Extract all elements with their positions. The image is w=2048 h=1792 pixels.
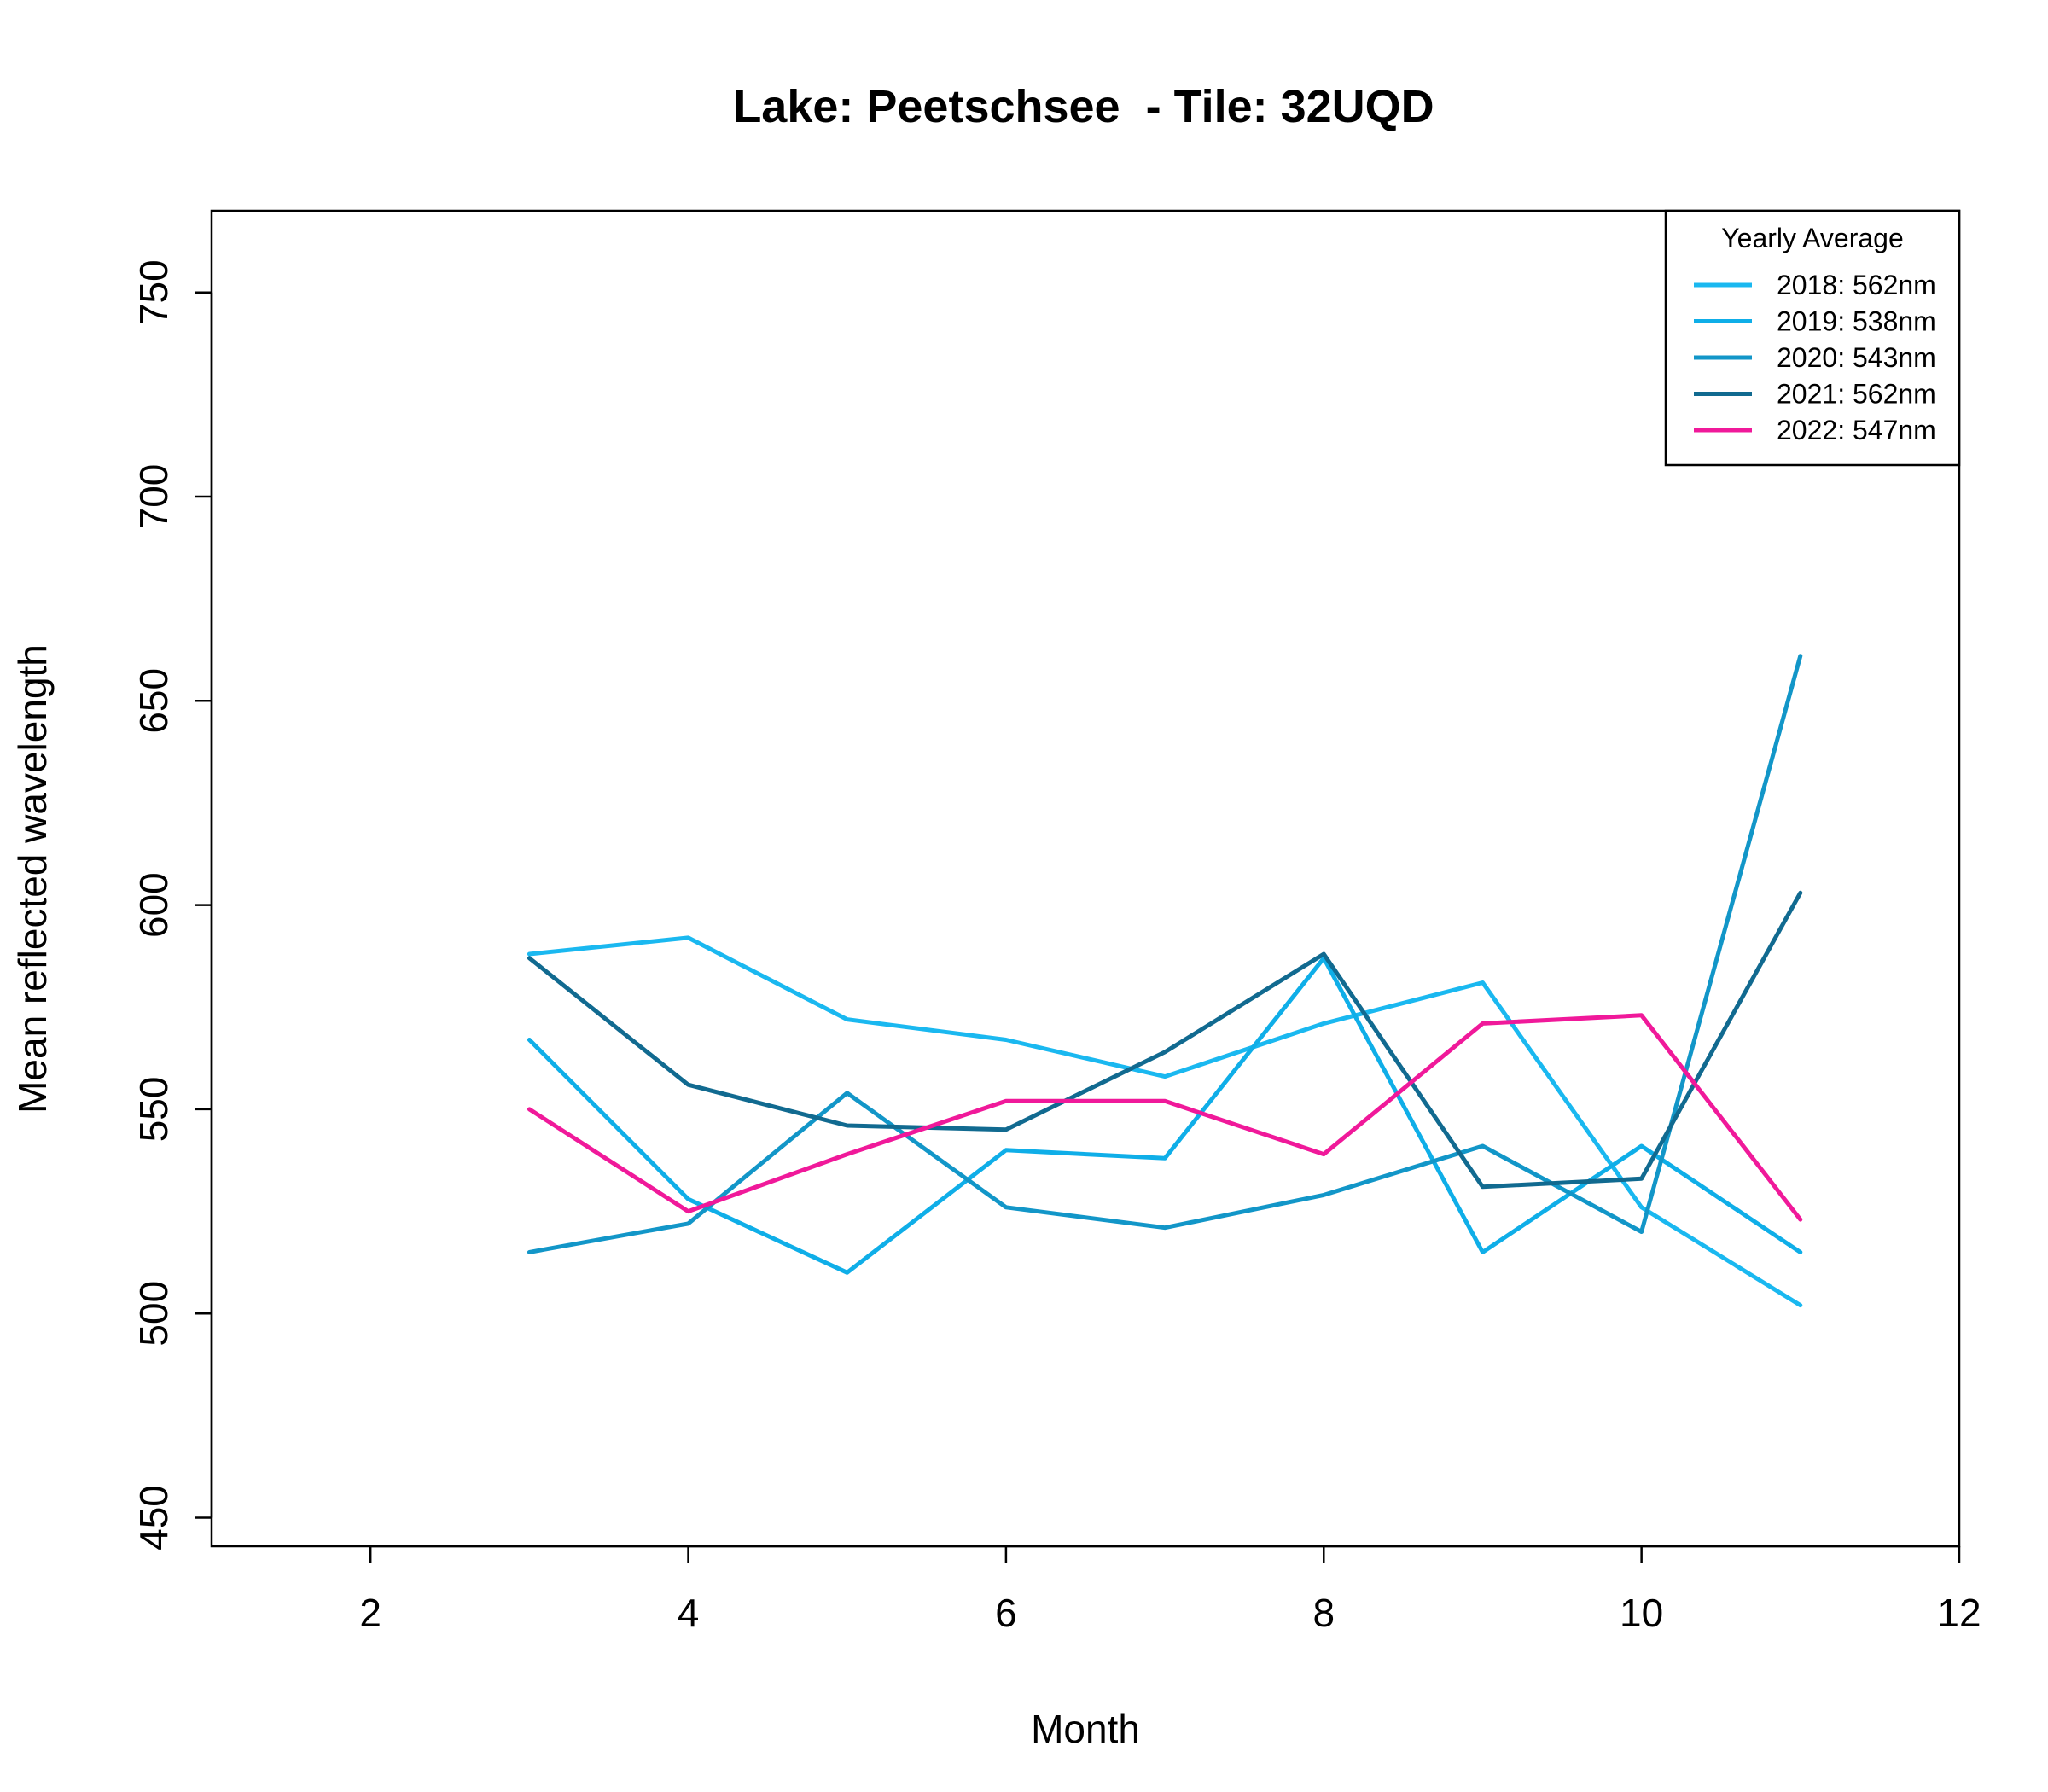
legend-entry-label: 2020: 543nm (1777, 342, 1936, 373)
y-tick-label: 550 (131, 1077, 176, 1143)
legend-entry-label: 2021: 562nm (1777, 379, 1936, 410)
legend-entry-label: 2022: 547nm (1777, 415, 1936, 445)
x-axis: 2 4 6 8 10 12 (359, 1545, 1981, 1635)
y-tick-label: 600 (131, 872, 176, 938)
x-tick-label: 12 (1937, 1591, 1981, 1635)
series-line-2 (527, 956, 1803, 1275)
x-tick-label: 10 (1620, 1591, 1663, 1635)
series-line-5 (527, 1013, 1803, 1222)
legend-title: Yearly Average (1721, 223, 1904, 253)
series-line-3 (527, 654, 1803, 1254)
series-layer (527, 654, 1803, 1308)
x-axis-label: Month (1031, 1707, 1140, 1751)
series-line-4 (527, 890, 1803, 1190)
x-tick-label: 2 (359, 1591, 381, 1635)
y-axis: 450 500 550 600 650 700 750 (131, 259, 213, 1551)
legend-entry-label: 2019: 538nm (1777, 306, 1936, 337)
y-tick-label: 450 (131, 1485, 176, 1551)
y-tick-label: 700 (131, 464, 176, 530)
y-tick-label: 500 (131, 1281, 176, 1347)
y-axis-label: Mean reflected wavelength (10, 644, 55, 1114)
x-tick-label: 4 (678, 1591, 700, 1635)
series-line-1 (527, 935, 1803, 1308)
y-tick-label: 650 (131, 668, 176, 734)
legend-box (1664, 209, 1961, 467)
chart-title: Lake: Peetschsee - Tile: 32UQD (733, 81, 1434, 132)
x-tick-label: 8 (1312, 1591, 1335, 1635)
y-tick-label: 750 (131, 259, 176, 325)
x-tick-label: 6 (995, 1591, 1017, 1635)
legend: Yearly Average 2018: 562nm 2019: 538nm 202… (1664, 209, 1961, 467)
legend-entry-label: 2018: 562nm (1777, 270, 1936, 300)
